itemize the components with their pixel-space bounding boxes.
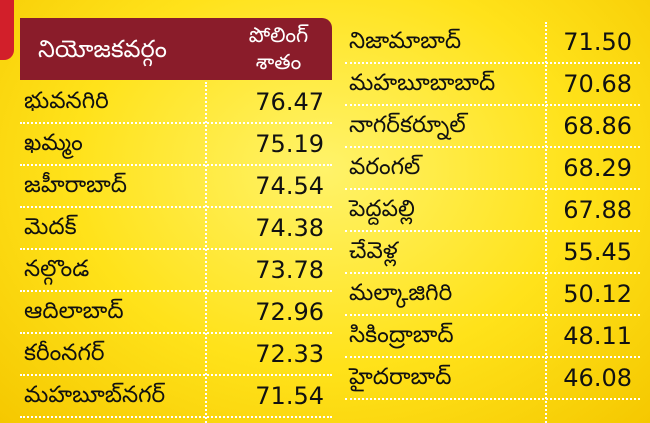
polling-percent: 50.12 xyxy=(563,280,632,308)
polling-percent: 71.54 xyxy=(255,382,324,410)
polling-percent: 68.29 xyxy=(563,154,632,182)
polling-percent: 76.47 xyxy=(255,88,324,116)
constituency: నల్గొండ xyxy=(24,256,90,282)
table-row: పెద్దపల్లి 67.88 xyxy=(345,190,640,232)
constituency: ఆదిలాబాద్ xyxy=(24,298,124,324)
header-name: నియోజకవర్గం xyxy=(38,35,167,63)
constituency: నిజామాబాద్ xyxy=(349,28,462,54)
header-value: పోలింగ్ శాతం xyxy=(225,22,332,76)
polling-percent: 71.50 xyxy=(563,28,632,56)
polling-percent: 72.33 xyxy=(255,340,324,368)
table-row: మహబూబ్‌నగర్ 71.54 xyxy=(20,376,332,418)
table-row: హైదరాబాద్ 46.08 xyxy=(345,358,640,400)
column-separator xyxy=(545,22,547,423)
decoration xyxy=(0,0,14,60)
constituency: హైదరాబాద్ xyxy=(349,364,452,390)
polling-percent: 74.38 xyxy=(255,214,324,242)
constituency: నాగర్‌కర్నూల్ xyxy=(349,112,466,138)
constituency: సికింద్రాబాద్ xyxy=(349,322,454,348)
constituency: మహబూబ్‌నగర్ xyxy=(24,382,166,408)
polling-percent: 46.08 xyxy=(563,364,632,392)
polling-percent: 55.45 xyxy=(563,238,632,266)
table-row: ఆదిలాబాద్ 72.96 xyxy=(20,292,332,334)
table-row: ఖమ్మం 75.19 xyxy=(20,124,332,166)
polling-percent: 68.86 xyxy=(563,112,632,140)
constituency: ఖమ్మం xyxy=(24,130,83,156)
table-row: నల్గొండ 73.78 xyxy=(20,250,332,292)
table-row: మల్కాజిగిరి 50.12 xyxy=(345,274,640,316)
constituency: వరంగల్ xyxy=(349,154,421,180)
constituency: మల్కాజిగిరి xyxy=(349,280,453,306)
table-row: చేవెళ్ల 55.45 xyxy=(345,232,640,274)
table-row: కరీంనగర్ 72.33 xyxy=(20,334,332,376)
header-value-line: పోలింగ్ xyxy=(248,23,309,47)
polling-percent: 67.88 xyxy=(563,196,632,224)
constituency: పెద్దపల్లి xyxy=(349,196,415,222)
header-value-line: శాతం xyxy=(255,50,302,74)
constituency: మెదక్ xyxy=(24,214,77,240)
table-row: మెదక్ 74.38 xyxy=(20,208,332,250)
column-separator xyxy=(205,82,207,423)
polling-percent: 70.68 xyxy=(563,70,632,98)
constituency: చేవెళ్ల xyxy=(349,238,398,264)
constituency: భువనగిరి xyxy=(24,88,109,114)
polling-percent: 72.96 xyxy=(255,298,324,326)
table-row: భువనగిరి 76.47 xyxy=(20,82,332,124)
table-row: వరంగల్ 68.29 xyxy=(345,148,640,190)
table-row: జహీరాబాద్ 74.54 xyxy=(20,166,332,208)
table-header: నియోజకవర్గం పోలింగ్ శాతం xyxy=(20,18,332,80)
polling-percent: 74.54 xyxy=(255,172,324,200)
polling-percent: 75.19 xyxy=(255,130,324,158)
constituency: మహబూబాబాద్ xyxy=(349,70,496,96)
table-row: మహబూబాబాద్ 70.68 xyxy=(345,64,640,106)
table-row: నిజామాబాద్ 71.50 xyxy=(345,22,640,64)
polling-percent: 48.11 xyxy=(563,322,632,350)
constituency: జహీరాబాద్ xyxy=(24,172,128,198)
constituency: కరీంనగర్ xyxy=(24,340,105,366)
table-row: సికింద్రాబాద్ 48.11 xyxy=(345,316,640,358)
polling-percent: 73.78 xyxy=(255,256,324,284)
table-row: నాగర్‌కర్నూల్ 68.86 xyxy=(345,106,640,148)
